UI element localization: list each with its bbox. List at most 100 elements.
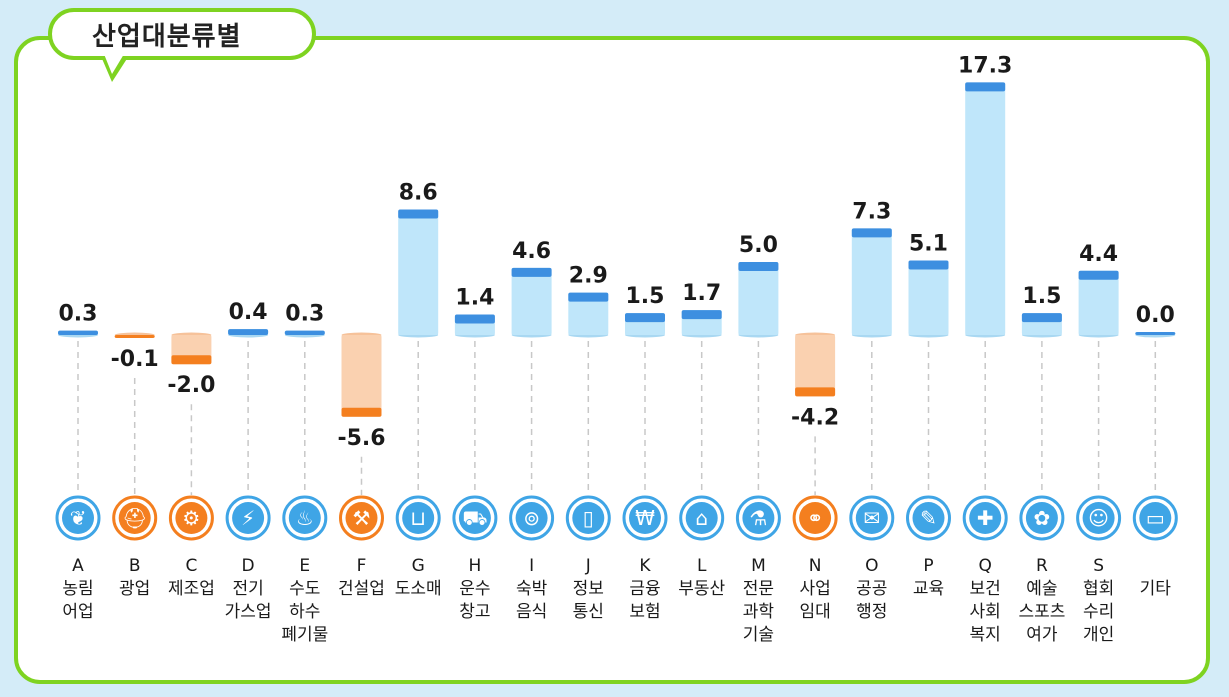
bar-j (568, 292, 609, 335)
gear-icon-fill (175, 502, 208, 534)
bar-g (398, 209, 439, 335)
category-name-i-1: 음식 (516, 602, 547, 622)
category-name-a-0: 농림 (62, 579, 93, 599)
category-name-r-2: 여가 (1026, 625, 1058, 645)
bar-cap-p (908, 260, 949, 270)
value-label-m: 5.0 (739, 233, 778, 258)
bar-cap-k (625, 313, 665, 323)
bar-cap-d (228, 329, 269, 335)
category-name-q-0: 보건 (970, 579, 1001, 599)
category-name-d-1: 가스업 (225, 602, 272, 622)
house-icon-glyph: ⌂ (695, 506, 708, 530)
category-code-f: F (357, 556, 367, 576)
category-code-o: O (865, 556, 878, 576)
value-label-s: 4.4 (1079, 242, 1118, 267)
people-icon-fill (1082, 502, 1115, 534)
chart-title: 산업대분류별 (92, 21, 242, 52)
bar-cap-h (454, 314, 495, 324)
category-name-a-1: 어업 (62, 602, 93, 622)
category-code-d: D (242, 556, 255, 576)
palette-icon-fill (1025, 502, 1058, 534)
category-name-p-0: 교육 (913, 579, 944, 599)
lightning-icon-glyph: ⚡ (241, 506, 255, 530)
bar-cap-f (341, 407, 382, 417)
category-name-m-0: 전문 (743, 579, 774, 599)
scroll-icon-fill (855, 502, 888, 534)
bar-cap-i (511, 267, 552, 277)
value-label-l: 1.7 (682, 281, 721, 306)
gear-icon-glyph: ⚙ (182, 506, 200, 530)
value-label-g: 8.6 (399, 180, 438, 205)
category-code-q: Q (979, 556, 992, 576)
bar-q (965, 82, 1006, 335)
category-code-j: J (585, 556, 591, 576)
value-label-k: 1.5 (626, 284, 665, 309)
bar-cap-a (58, 330, 98, 335)
dining-icon-fill (515, 502, 548, 534)
excavator-icon-glyph: ⚒ (353, 506, 371, 530)
graduation-cap-icon-glyph: ✎ (920, 506, 937, 530)
value-label-etc: 0.0 (1136, 303, 1175, 328)
handshake-icon-glyph: ⚭ (807, 506, 824, 530)
category-code-s: S (1093, 556, 1104, 576)
truck-icon-fill (458, 502, 491, 534)
category-name-b-0: 광업 (119, 579, 150, 599)
title-bubble: 산업대분류별 (48, 8, 316, 60)
hardhat-icon-glyph: ⛑ (122, 506, 147, 530)
category-code-l: L (697, 556, 707, 576)
bar-s (1078, 270, 1119, 335)
card-icon-glyph: ▭ (1146, 506, 1165, 530)
bar-cap-g (398, 209, 439, 219)
medical-kit-icon-fill (969, 502, 1002, 534)
phone-icon-glyph: ▯ (583, 506, 594, 530)
category-name-m-1: 과학 (743, 602, 775, 622)
faucet-icon-fill (288, 502, 321, 534)
category-code-a: A (72, 556, 84, 576)
chart-panel (14, 36, 1210, 684)
category-name-d-0: 전기 (232, 579, 263, 599)
category-code-h: H (469, 556, 482, 576)
value-label-q: 17.3 (958, 53, 1012, 78)
value-label-i: 4.6 (512, 239, 551, 264)
category-code-p: P (923, 556, 933, 576)
value-label-d: 0.4 (229, 300, 268, 325)
bar-n (795, 335, 836, 397)
dining-icon-glyph: ⊚ (523, 506, 540, 530)
bar-f (341, 335, 382, 417)
bar-o (851, 228, 892, 335)
category-name-o-0: 공공 (856, 579, 887, 599)
category-name-e-0: 수도 (289, 579, 320, 599)
medical-kit-icon-glyph: ✚ (977, 506, 994, 530)
faucet-icon-glyph: ♨ (296, 506, 314, 530)
value-label-a: 0.3 (59, 302, 98, 327)
category-name-k-0: 금융 (629, 579, 660, 599)
hardhat-icon-fill (118, 502, 151, 534)
value-label-f: -5.6 (337, 426, 385, 451)
card-icon-fill (1139, 502, 1172, 534)
lightning-icon-fill (232, 502, 265, 534)
category-name-j-1: 통신 (573, 602, 604, 622)
category-name-j-0: 정보 (573, 579, 604, 599)
category-name-s-2: 개인 (1083, 625, 1114, 645)
category-name-k-1: 보험 (629, 602, 660, 622)
category-code-b: B (129, 556, 141, 576)
basket-icon-glyph: ⊔ (410, 506, 426, 530)
graduation-cap-icon-fill (912, 502, 945, 534)
bar-cap-b (114, 335, 155, 338)
category-name-g-0: 도소매 (395, 579, 442, 599)
scroll-icon-glyph: ✉ (863, 506, 880, 530)
value-label-r: 1.5 (1022, 284, 1061, 309)
bar-p (908, 260, 949, 335)
palette-icon-glyph: ✿ (1034, 506, 1051, 530)
basket-icon-fill (402, 502, 435, 534)
category-name-e-1: 하수 (289, 602, 320, 622)
bar-cap-o (851, 228, 892, 238)
category-name-s-0: 협회 (1083, 579, 1114, 599)
category-name-n-0: 사업 (799, 579, 830, 599)
bar-m (738, 262, 779, 335)
category-name-i-0: 숙박 (516, 579, 548, 599)
bar-cap-c (171, 355, 212, 365)
handshake-icon-fill (799, 502, 832, 534)
category-name-l-0: 부동산 (678, 579, 725, 599)
excavator-icon-fill (345, 502, 378, 534)
